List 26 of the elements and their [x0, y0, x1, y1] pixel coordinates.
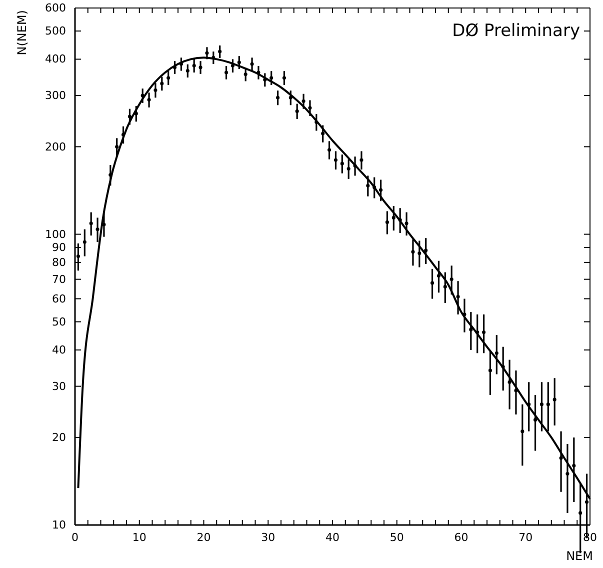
- y-tick-label: 50: [52, 315, 66, 328]
- y-tick-label: 300: [45, 89, 66, 102]
- x-tick-label: 60: [454, 530, 468, 544]
- y-tick-label: 20: [52, 430, 66, 444]
- y-tick-label: 60: [52, 292, 66, 306]
- annotation: DØ Preliminary: [452, 21, 580, 41]
- y-tick-label: 90: [52, 241, 66, 254]
- y-tick-label: 200: [45, 140, 66, 154]
- x-tick-label: 10: [132, 530, 146, 544]
- y-tick-label: 10: [52, 518, 66, 532]
- y-tick-label: 80: [52, 256, 66, 269]
- y-axis-title: N(NEM): [15, 10, 29, 56]
- x-axis-title: NEM: [566, 549, 593, 563]
- y-tick-label: 40: [52, 343, 66, 356]
- x-tick-label: 0: [72, 530, 78, 544]
- x-tick-label: 50: [390, 530, 404, 544]
- x-tick-label: 70: [518, 530, 533, 544]
- y-tick-label: 400: [45, 52, 66, 66]
- y-tick-label: 100: [45, 228, 66, 241]
- y-tick-label: 70: [52, 272, 66, 286]
- y-tick-label: 30: [52, 380, 66, 393]
- y-tick-label: 500: [45, 24, 66, 38]
- y-tick-label: 600: [45, 2, 66, 15]
- x-tick-label: 30: [261, 530, 276, 544]
- x-tick-label: 20: [196, 530, 211, 544]
- x-tick-label: 40: [326, 530, 340, 544]
